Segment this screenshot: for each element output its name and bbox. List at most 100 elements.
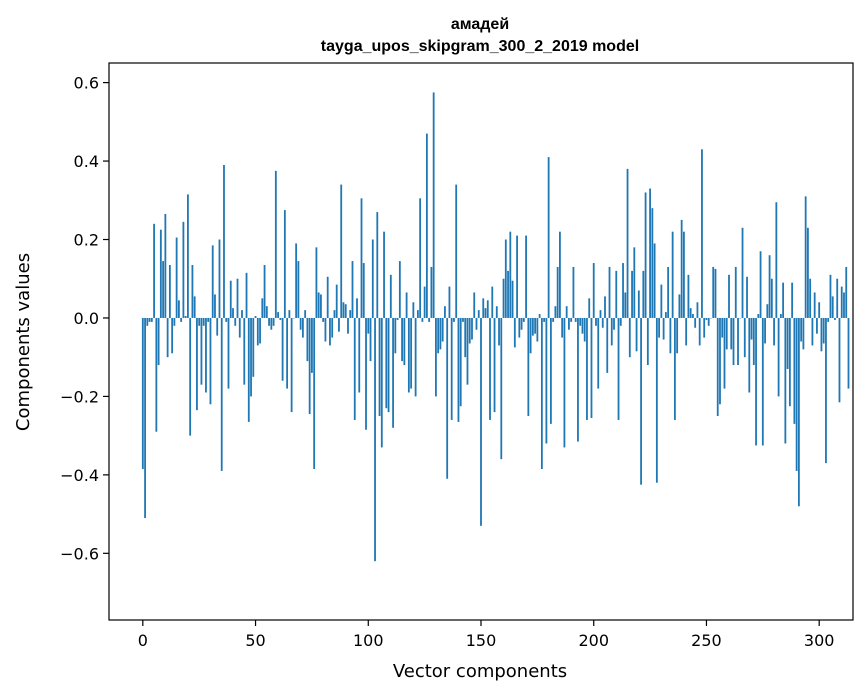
bar-component-206: [606, 317, 609, 373]
bar-component-1: [144, 317, 146, 519]
bar-component-200: [592, 263, 595, 318]
bar-component-216: [628, 317, 631, 358]
bar-component-164: [511, 280, 514, 318]
plot-frame: [108, 62, 854, 621]
bar-component-60: [277, 312, 279, 318]
bar-component-226: [651, 208, 654, 318]
bar-component-156: [493, 317, 496, 413]
bar-component-248: [701, 149, 703, 318]
bar-component-196: [583, 317, 586, 342]
bar-component-295: [807, 227, 809, 318]
bar-component-174: [534, 317, 537, 334]
bar-component-10: [164, 214, 167, 318]
bar-component-212: [619, 317, 622, 326]
bar-component-71: [301, 317, 304, 338]
bar-component-155: [491, 286, 494, 318]
bar-component-175: [536, 317, 539, 342]
bar-component-172: [529, 317, 532, 354]
bar-component-286: [786, 317, 789, 369]
bar-component-179: [545, 317, 548, 444]
bar-component-296: [809, 278, 812, 318]
bar-component-221: [640, 317, 642, 485]
x-tick-label: 250: [691, 631, 722, 650]
bar-component-302: [822, 317, 825, 344]
bar-component-133: [441, 317, 444, 342]
bar-component-86: [335, 284, 338, 318]
bar-component-26: [200, 317, 203, 385]
bar-component-152: [484, 308, 487, 318]
bar-component-78: [317, 292, 320, 318]
bar-component-23: [193, 296, 196, 318]
bar-component-180: [547, 157, 550, 318]
bar-component-235: [671, 231, 674, 318]
bar-component-136: [448, 286, 451, 318]
bar-component-210: [615, 270, 618, 318]
bar-component-228: [655, 317, 658, 483]
bar-component-236: [673, 317, 676, 420]
bar-component-129: [432, 92, 435, 318]
bar-component-11: [166, 317, 169, 358]
bar-component-51: [256, 317, 259, 346]
bar-component-310: [840, 286, 843, 318]
bar-component-63: [283, 210, 286, 318]
bar-component-115: [401, 317, 403, 362]
bar-component-72: [304, 310, 307, 318]
bar-component-309: [838, 317, 841, 403]
bar-component-143: [464, 317, 467, 358]
bar-component-25: [198, 317, 201, 326]
bar-component-145: [468, 317, 471, 344]
bar-component-77: [315, 247, 318, 318]
bar-component-42: [236, 278, 239, 318]
bar-component-139: [455, 184, 458, 318]
bar-component-167: [518, 317, 521, 338]
bar-component-148: [475, 317, 478, 330]
bar-component-106: [380, 317, 383, 448]
bar-component-147: [473, 292, 476, 318]
bar-component-291: [797, 317, 800, 507]
bar-component-165: [513, 317, 516, 348]
bar-component-142: [462, 317, 464, 322]
bar-component-27: [202, 317, 205, 326]
bar-component-243: [689, 308, 692, 318]
bar-component-313: [847, 317, 850, 389]
bar-component-161: [504, 239, 507, 318]
bar-component-105: [378, 317, 381, 417]
bar-component-75: [311, 317, 313, 373]
y-tick-label: −0.4: [60, 466, 99, 485]
bar-component-269: [748, 317, 751, 393]
bar-component-303: [825, 317, 827, 464]
bar-component-44: [241, 310, 243, 318]
bar-component-46: [245, 272, 248, 318]
bar-component-260: [728, 274, 730, 318]
bar-component-33: [216, 317, 219, 336]
bar-component-3: [148, 317, 151, 322]
bar-component-34: [218, 239, 221, 318]
bar-component-5: [153, 223, 155, 318]
bar-component-199: [590, 317, 593, 418]
bar-component-98: [362, 263, 365, 318]
bar-component-110: [389, 274, 392, 318]
bar-component-36: [223, 164, 225, 318]
bar-component-197: [586, 317, 588, 420]
bar-component-266: [741, 227, 744, 318]
bar-component-232: [664, 312, 667, 318]
bar-component-224: [646, 317, 649, 366]
bar-component-231: [662, 317, 665, 340]
bar-component-177: [540, 317, 543, 469]
bar-component-312: [845, 266, 848, 318]
bar-component-141: [459, 317, 462, 407]
chart-subtitle: tayga_upos_skipgram_300_2_2019 model: [321, 38, 639, 55]
bar-component-168: [520, 317, 523, 330]
bar-component-262: [732, 317, 735, 366]
bar-component-214: [624, 292, 627, 318]
bar-component-38: [227, 317, 230, 389]
bar-component-125: [423, 286, 426, 318]
bar-component-116: [403, 317, 406, 366]
bar-component-54: [263, 265, 266, 318]
bar-component-92: [349, 310, 352, 318]
bar-component-178: [543, 317, 546, 322]
bar-component-132: [439, 317, 442, 350]
bar-component-263: [734, 266, 737, 318]
bar-component-109: [387, 317, 390, 413]
bar-component-274: [759, 251, 762, 318]
